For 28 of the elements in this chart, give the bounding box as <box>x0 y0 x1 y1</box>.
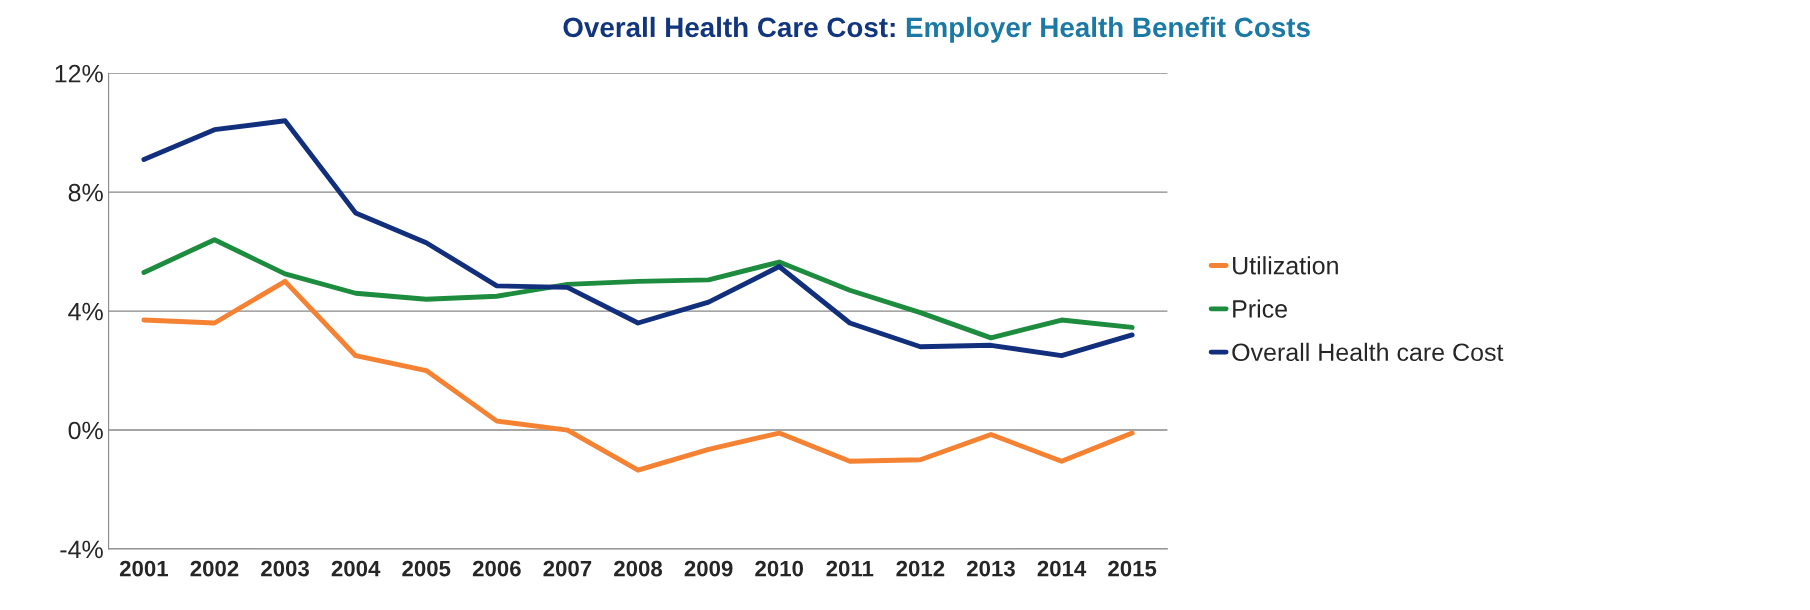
x-tick-label: 2007 <box>543 560 592 577</box>
x-tick-label: 2005 <box>402 560 451 577</box>
y-tick-label: 0% <box>68 421 103 440</box>
x-tick-label: 2014 <box>1037 560 1087 577</box>
x-tick-label: 2003 <box>261 560 309 577</box>
x-tick-label: 2002 <box>190 560 239 577</box>
x-tick-label: 2010 <box>755 560 804 577</box>
x-tick-label: 2015 <box>1108 560 1157 577</box>
x-tick-label: 2009 <box>684 560 733 577</box>
chart-subtitle: Employer Health Benefit Costs <box>906 16 1310 43</box>
legend-label: Overall Health care Cost <box>1232 342 1504 362</box>
y-tick-label: 4% <box>68 302 103 321</box>
x-tick-label: 2013 <box>967 560 1015 577</box>
line-series <box>141 237 1135 341</box>
x-tick-label: 2004 <box>331 560 381 577</box>
chart-title: Overall Health Care Cost: <box>563 16 895 38</box>
line-series <box>141 278 1135 473</box>
x-tick-label: 2006 <box>472 560 521 577</box>
y-tick-label: 8% <box>68 183 103 202</box>
x-tick-label: 2011 <box>826 560 874 577</box>
legend-label: Utilization <box>1233 256 1338 275</box>
x-tick-label: 2001 <box>119 560 168 577</box>
y-tick-label: -4% <box>60 540 103 559</box>
x-tick-label: 2008 <box>614 560 663 577</box>
x-tick-label: 2012 <box>896 560 945 577</box>
line-series <box>141 118 1135 359</box>
legend-label: Price <box>1233 299 1287 318</box>
y-tick-label: 12% <box>55 64 103 83</box>
